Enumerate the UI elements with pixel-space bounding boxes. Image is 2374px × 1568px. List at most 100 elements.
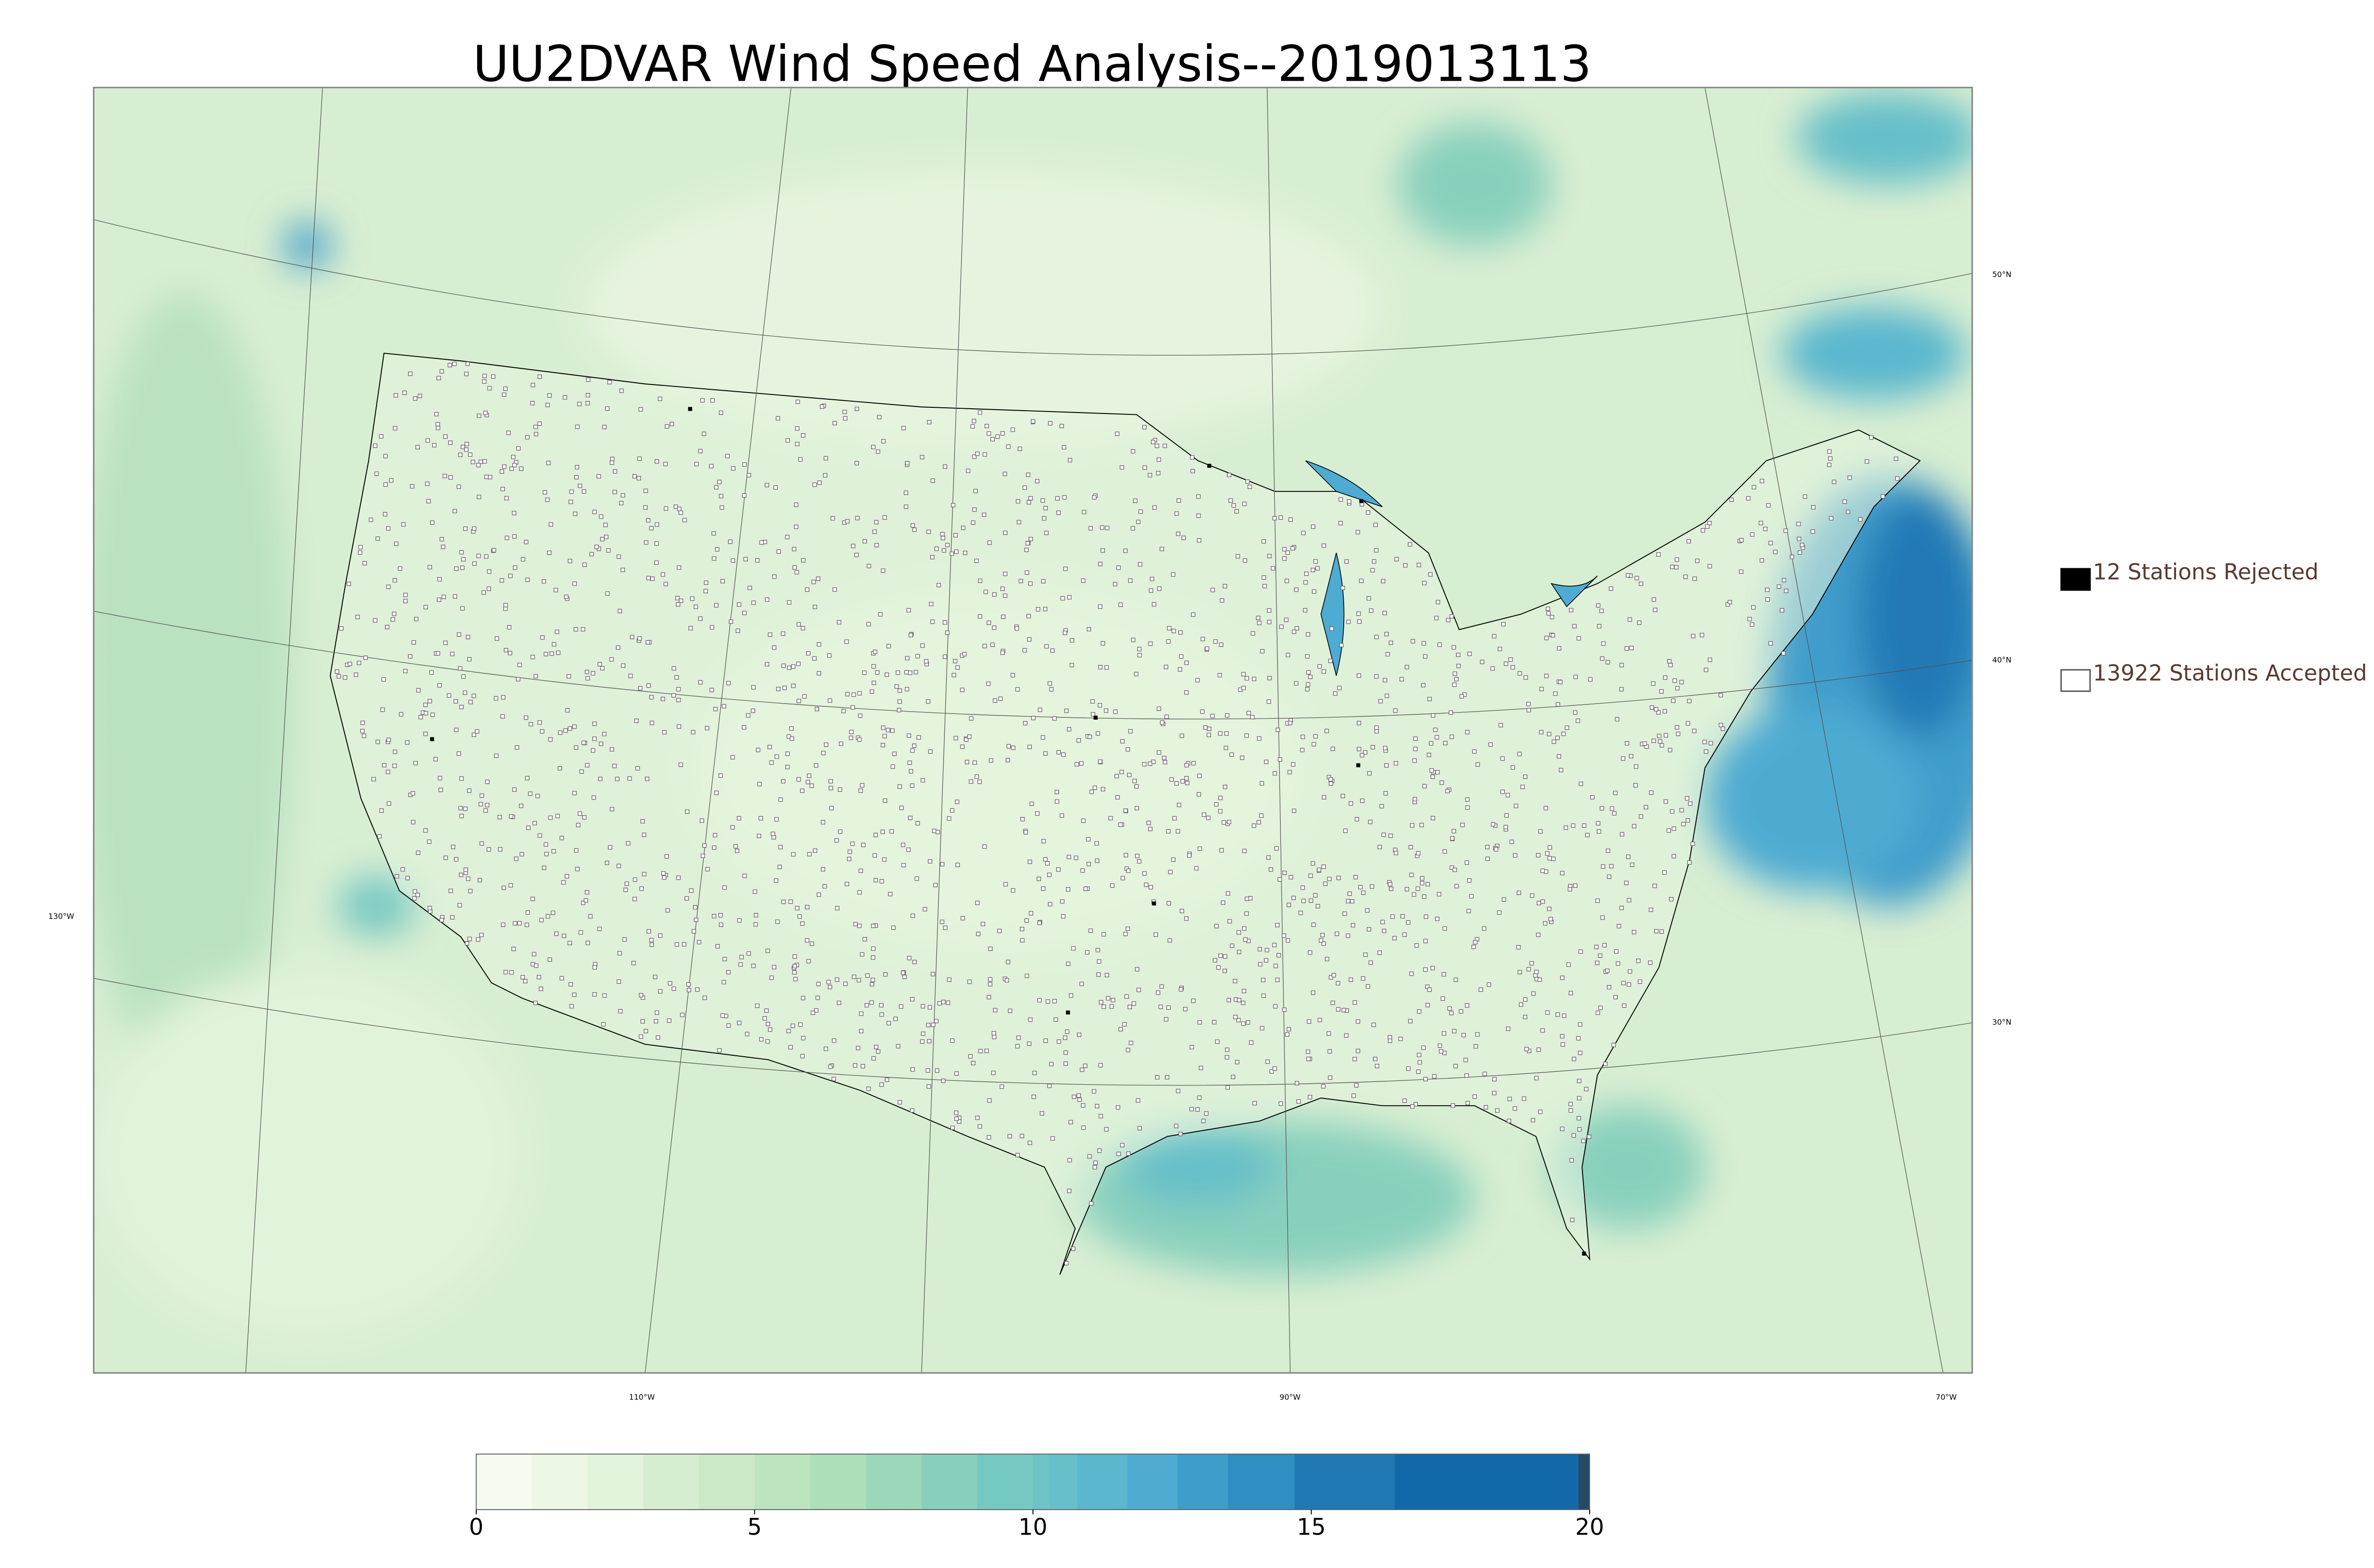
station-marker <box>1010 673 1015 677</box>
station-marker <box>1306 682 1310 687</box>
station-marker <box>987 431 991 436</box>
station-marker <box>1534 1076 1539 1080</box>
station-marker <box>872 853 877 858</box>
station-marker <box>1385 652 1390 657</box>
station-marker <box>653 975 658 979</box>
station-marker <box>1420 881 1424 885</box>
station-marker <box>1047 681 1052 686</box>
station-marker <box>888 892 893 896</box>
station-marker <box>1079 761 1084 766</box>
station-marker <box>632 474 637 479</box>
station-marker <box>1508 657 1513 662</box>
colorbar-segment <box>1294 1454 1395 1510</box>
station-marker <box>484 475 489 479</box>
station-marker <box>1231 1075 1235 1080</box>
station-marker <box>1492 1091 1497 1096</box>
station-marker <box>1241 672 1246 676</box>
station-marker <box>487 847 491 852</box>
station-marker <box>710 625 715 630</box>
station-marker <box>1003 530 1008 535</box>
station-marker <box>504 648 509 653</box>
station-marker <box>1067 727 1072 732</box>
station-marker <box>1257 947 1262 951</box>
station-marker <box>978 578 982 583</box>
station-marker <box>1278 757 1282 762</box>
station-marker <box>537 421 542 426</box>
station-marker <box>852 975 857 979</box>
station-marker <box>394 541 398 546</box>
station-marker <box>1573 883 1578 888</box>
station-marker <box>1695 558 1700 563</box>
station-marker <box>1310 568 1315 573</box>
station-marker <box>1798 550 1802 555</box>
station-marker <box>765 1022 770 1026</box>
station-marker <box>385 625 389 629</box>
station-marker <box>792 970 797 975</box>
station-marker <box>955 799 960 804</box>
map-frame <box>93 86 1973 1374</box>
station-marker <box>1366 984 1370 989</box>
station-marker <box>1423 967 1428 972</box>
station-marker <box>895 670 900 675</box>
station-marker <box>1598 953 1602 958</box>
station-marker <box>982 452 987 457</box>
station-marker <box>1242 501 1247 506</box>
station-marker <box>1357 673 1361 678</box>
station-marker <box>828 1064 833 1069</box>
station-marker <box>411 640 416 645</box>
station-marker <box>926 529 931 534</box>
station-marker <box>1370 745 1375 750</box>
station-marker <box>755 558 760 563</box>
station-marker <box>1178 1132 1183 1136</box>
station-marker <box>435 422 440 427</box>
station-marker <box>556 650 561 655</box>
station-marker <box>709 464 714 469</box>
station-marker <box>1318 1018 1322 1023</box>
station-marker <box>1207 726 1212 731</box>
station-marker <box>746 951 751 956</box>
station-marker <box>1003 882 1008 887</box>
station-marker <box>989 758 993 763</box>
station-marker <box>1721 726 1725 731</box>
station-marker <box>1320 933 1325 938</box>
station-marker <box>1653 608 1658 612</box>
station-marker <box>714 790 719 795</box>
station-marker <box>1066 961 1071 966</box>
station-marker <box>685 809 689 814</box>
station-marker <box>1361 976 1366 981</box>
station-marker <box>1473 940 1478 945</box>
station-marker <box>693 905 697 910</box>
station-marker <box>542 865 546 870</box>
station-marker <box>771 831 775 836</box>
station-marker <box>871 955 876 960</box>
station-marker <box>1059 813 1065 818</box>
station-marker <box>515 745 519 750</box>
station-marker <box>1569 608 1573 612</box>
station-marker <box>1131 638 1136 642</box>
station-marker <box>1416 851 1421 855</box>
station-marker <box>817 642 821 647</box>
station-marker <box>843 981 848 986</box>
station-marker <box>1086 627 1092 631</box>
station-marker <box>637 456 642 461</box>
station-marker <box>923 907 927 911</box>
station-marker <box>654 541 659 546</box>
station-marker <box>862 937 867 941</box>
station-marker <box>544 852 549 856</box>
station-marker <box>879 1082 884 1087</box>
station-marker <box>1164 1017 1168 1022</box>
station-marker <box>1727 600 1732 604</box>
station-marker <box>1097 703 1102 708</box>
station-marker <box>676 697 681 703</box>
station-marker <box>1252 823 1256 828</box>
station-marker <box>1431 713 1435 718</box>
rejected-marker <box>1582 1251 1586 1256</box>
station-marker <box>1571 823 1575 828</box>
station-marker <box>1133 498 1138 503</box>
station-marker <box>1235 554 1240 559</box>
station-marker <box>1037 920 1042 925</box>
station-marker <box>1200 709 1205 714</box>
station-marker <box>650 576 655 581</box>
station-marker <box>1028 536 1033 541</box>
station-marker <box>1422 784 1427 789</box>
